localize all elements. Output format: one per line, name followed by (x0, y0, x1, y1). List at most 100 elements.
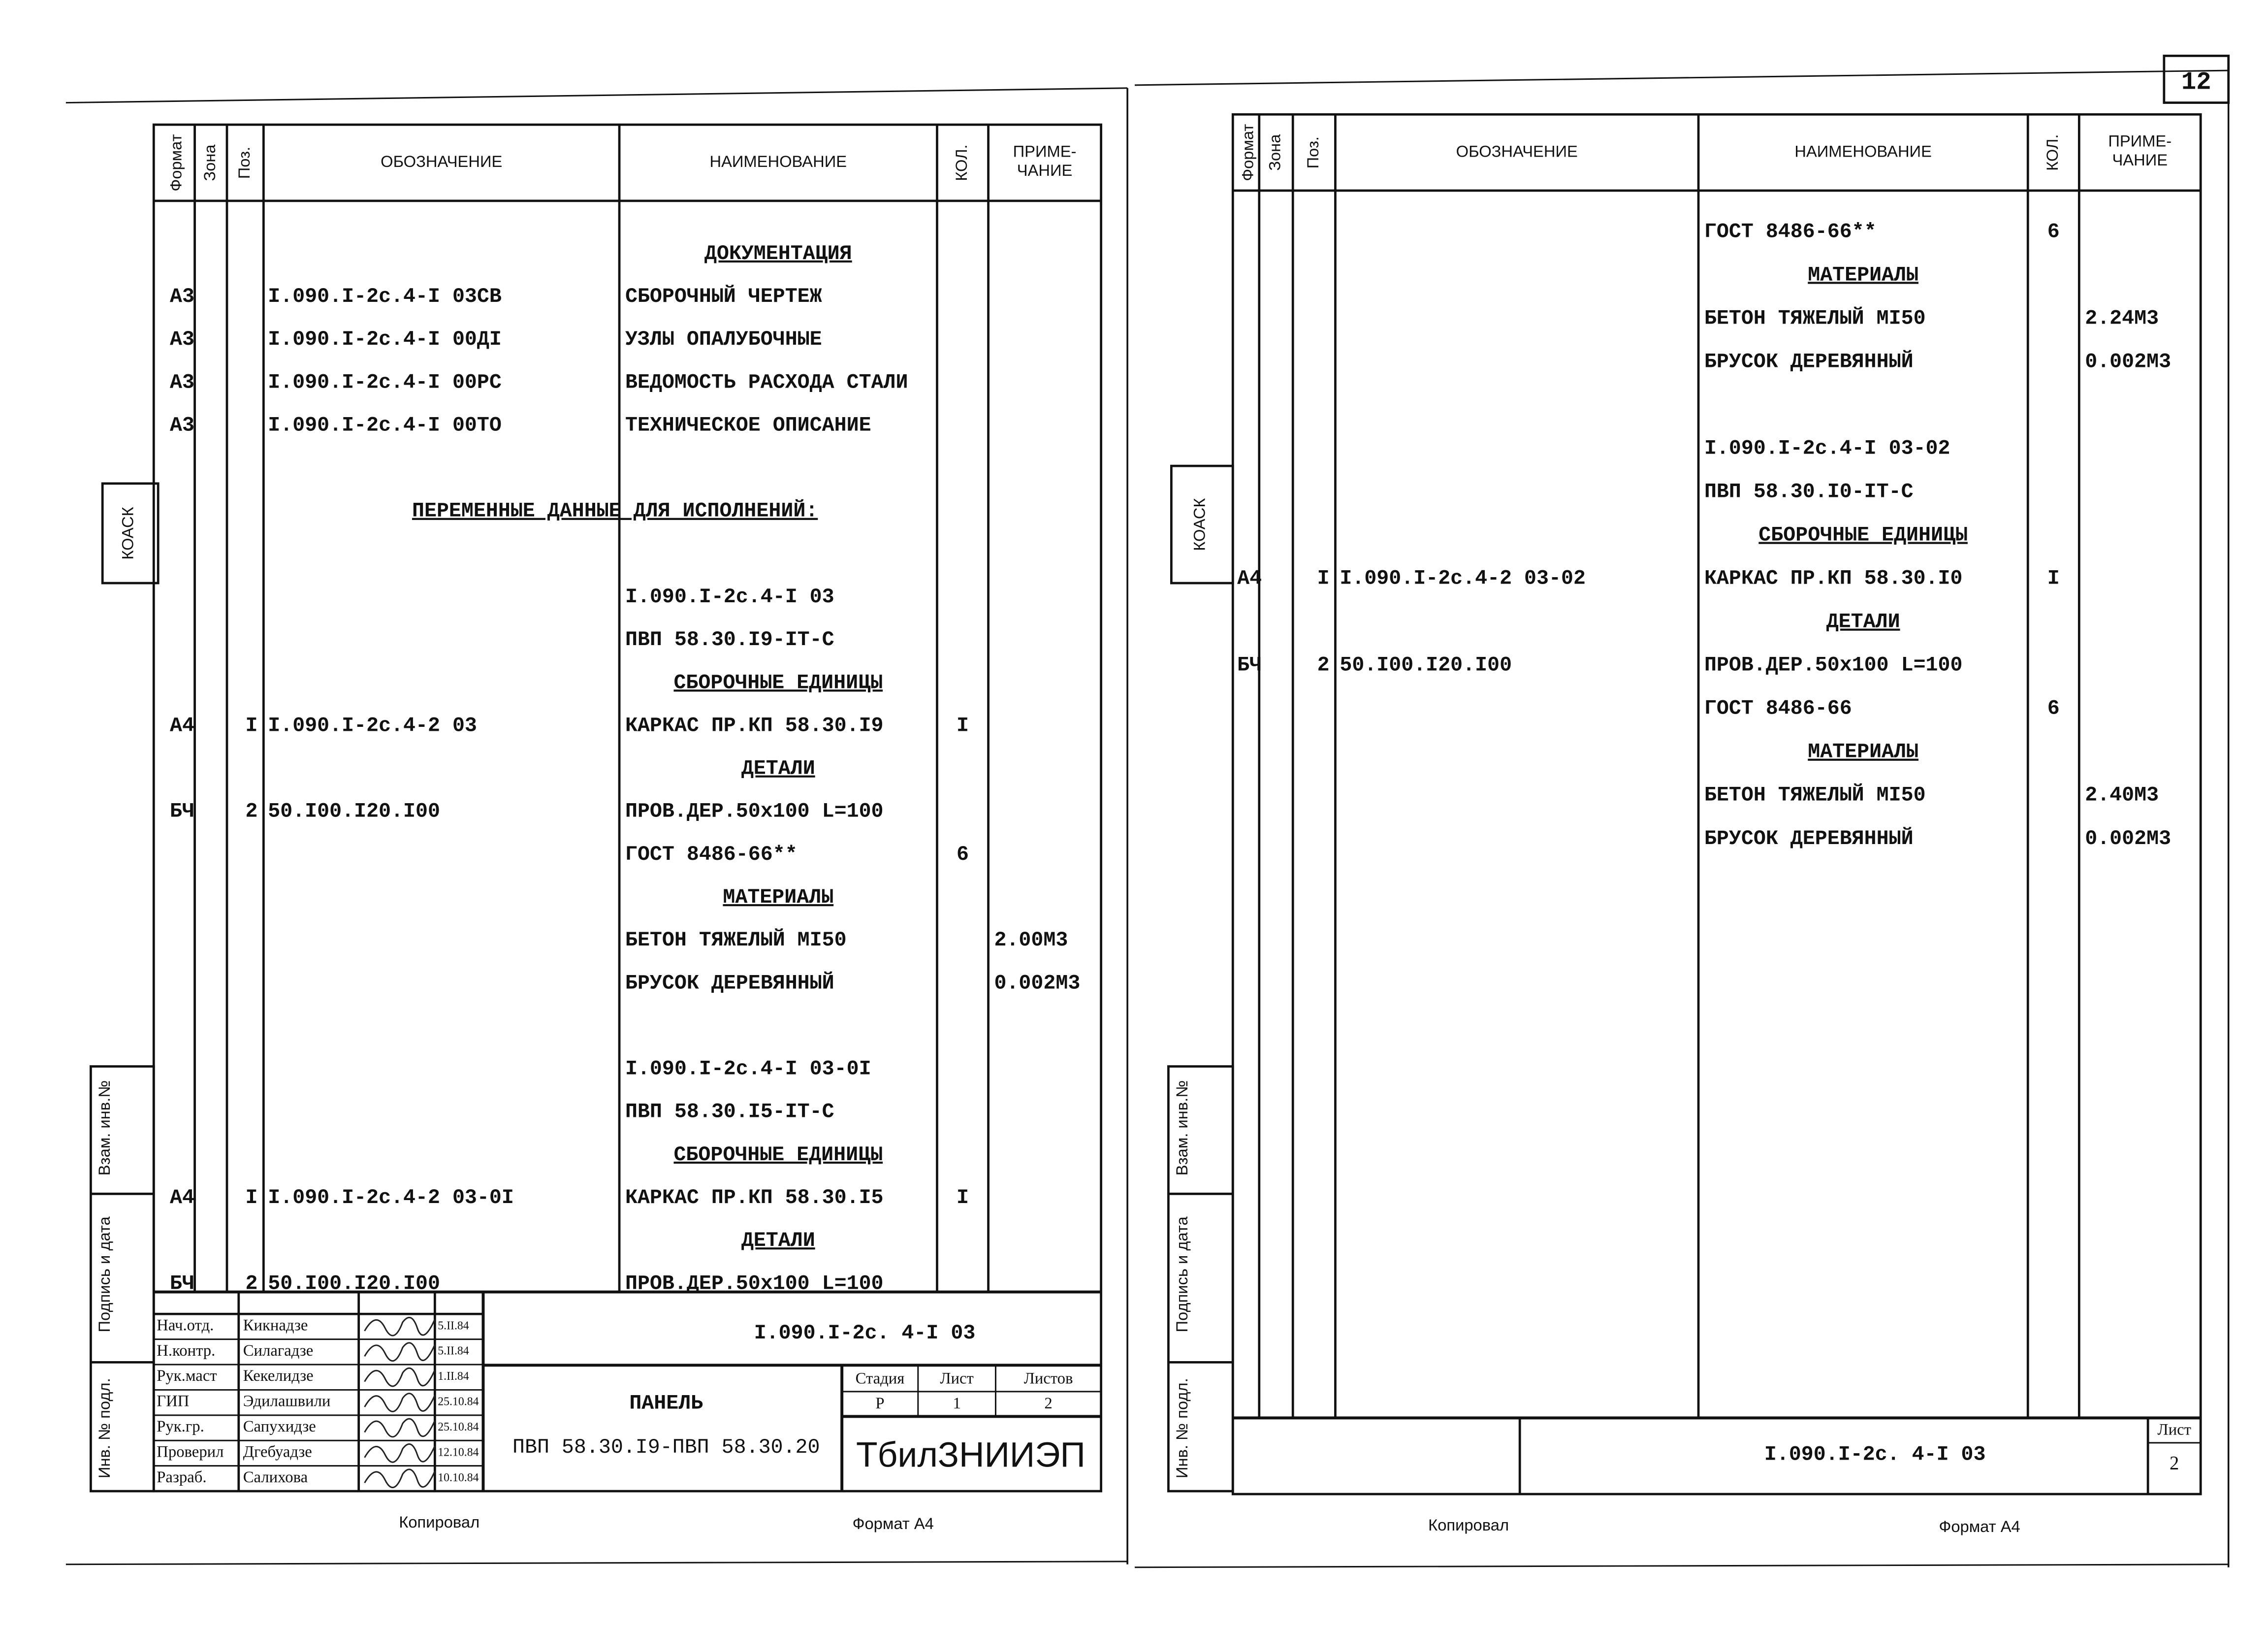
sign-name: Салихова (243, 1468, 308, 1486)
row-pos: 2 (1317, 653, 1330, 677)
signature (364, 1367, 436, 1387)
row-designation: 50.I00.I20.I00 (1340, 653, 1512, 677)
stamp-signed: Подпись и дата (95, 1216, 113, 1332)
row-format: БЧ (1237, 653, 1262, 677)
row-pos: 2 (245, 1271, 257, 1295)
row-name: ТЕХНИЧЕСКОЕ ОПИСАНИЕ (625, 413, 871, 437)
group-heading: ПЕРЕМЕННЫЕ ДАННЫЕ ДЛЯ ИСПОЛНЕНИЙ: (412, 499, 818, 523)
signature (364, 1418, 436, 1438)
row-qty: 6 (2047, 220, 2060, 243)
row-name: БРУСОК ДЕРЕВЯННЫЙ (1704, 349, 1914, 373)
footer-format: Формат А4 (1939, 1517, 2020, 1535)
signature (364, 1393, 436, 1412)
sign-role: Рук.маст (157, 1367, 217, 1385)
section-heading: СБОРОЧНЫЕ ЕДИНИЦЫ (1758, 523, 1968, 547)
header-zone: Зона (1266, 134, 1284, 171)
section-heading: МАТЕРИАЛЫ (723, 885, 833, 909)
section-heading: СБОРОЧНЫЕ ЕДИНИЦЫ (673, 1143, 883, 1167)
row-note: 2.00М3 (994, 928, 1068, 952)
title-code: I.090.I-2c. 4-I 03 (1764, 1443, 1986, 1466)
sign-name: Кикнадзе (243, 1316, 308, 1334)
stamp-box (90, 1065, 155, 1493)
header-pos: Поз. (1304, 136, 1322, 168)
row-format: А4 (170, 714, 194, 737)
row-name: I.090.I-2c.4-I 03 (625, 585, 834, 609)
sign-role: Разраб. (157, 1468, 206, 1486)
row-pos: I (1317, 567, 1330, 590)
row-pos: I (245, 1186, 257, 1209)
row-name: I.090.I-2c.4-I 03-02 (1704, 436, 1950, 460)
signature (364, 1443, 436, 1463)
sign-name: Дгебуадзе (243, 1443, 312, 1461)
sheet-frame (152, 123, 1102, 1493)
sign-name: Сапухидзе (243, 1418, 316, 1435)
row-name: ГОСТ 8486-66** (1704, 220, 1877, 243)
paper-edge (65, 87, 1128, 104)
row-name: БРУСОК ДЕРЕВЯННЫЙ (1704, 826, 1914, 850)
stamp-org: КОАСК (118, 507, 136, 559)
row-qty: I (957, 1186, 969, 1209)
header-qty: КОЛ. (952, 144, 970, 181)
org-name: ТбилЗНИИЭП (856, 1435, 1086, 1475)
row-format: А4 (1237, 567, 1262, 590)
stamp-box (1167, 1065, 1234, 1493)
row-pos: 2 (245, 800, 257, 823)
sheet-frame (1231, 113, 2202, 1496)
stamp-org: КОАСК (1190, 498, 1208, 551)
stamp-box (1170, 464, 1234, 585)
sheet-label: Лист (2157, 1421, 2191, 1439)
signature (364, 1468, 436, 1489)
stage-value: 2 (1044, 1395, 1052, 1412)
row-name: I.090.I-2c.4-I 03-0I (625, 1057, 871, 1081)
sign-date: 12.10.84 (438, 1446, 479, 1459)
row-designation: I.090.I-2c.4-I 00РС (268, 370, 502, 394)
sign-date: 5.II.84 (438, 1345, 469, 1358)
sign-name: Силагадзе (243, 1342, 314, 1360)
stamp-inventory: Инв. № подл. (1173, 1378, 1191, 1478)
row-name: БРУСОК ДЕРЕВЯННЫЙ (625, 971, 834, 995)
row-format: А3 (170, 370, 194, 394)
row-name: ПВП 58.30.I5-IТ-С (625, 1100, 834, 1124)
row-qty: 6 (2047, 697, 2060, 720)
sign-name: Кекелидзе (243, 1367, 314, 1385)
row-name: ПВП 58.30.I0-IТ-С (1704, 480, 1914, 503)
row-designation: I.090.I-2c.4-2 03-02 (1340, 567, 1586, 590)
sign-date: 5.II.84 (438, 1319, 469, 1332)
row-note: 2.40М3 (2085, 783, 2159, 807)
row-name: КАРКАС ПР.КП 58.30.I9 (625, 714, 884, 737)
header-qty: КОЛ. (2043, 134, 2061, 171)
sign-date: 1.II.84 (438, 1370, 469, 1383)
row-format: А3 (170, 327, 194, 351)
row-designation: I.090.I-2c.4-I 03СВ (268, 285, 502, 308)
header-note: ПРИМЕ- (1013, 142, 1077, 160)
sign-date: 25.10.84 (438, 1396, 479, 1408)
stamp-inventory: Инв. № подл. (95, 1378, 113, 1478)
sign-role: Нач.отд. (157, 1316, 214, 1334)
row-name: ПРОВ.ДЕР.50х100 L=100 (1704, 653, 1963, 677)
sign-date: 10.10.84 (438, 1471, 479, 1484)
section-heading: СБОРОЧНЫЕ ЕДИНИЦЫ (673, 671, 883, 694)
row-name: ПРОВ.ДЕР.50х100 L=100 (625, 800, 884, 823)
row-pos: I (245, 714, 257, 737)
row-name: КАРКАС ПР.КП 58.30.I5 (625, 1186, 884, 1209)
header-designation: ОБОЗНАЧЕНИЕ (381, 152, 502, 170)
stage-value: Р (875, 1395, 884, 1412)
sign-role: Рук.гр. (157, 1418, 204, 1435)
row-designation: I.090.I-2c.4-2 03 (268, 714, 477, 737)
row-name: ВЕДОМОСТЬ РАСХОДА СТАЛИ (625, 370, 908, 394)
row-designation: I.090.I-2c.4-I 00ДI (268, 327, 502, 351)
header-note: ПРИМЕ- (2108, 131, 2172, 150)
row-name: БЕТОН ТЯЖЕЛЫЙ МI50 (1704, 783, 1926, 807)
section-heading: МАТЕРИАЛЫ (1808, 263, 1918, 287)
row-name: ГОСТ 8486-66** (625, 843, 798, 866)
row-designation: 50.I00.I20.I00 (268, 1271, 440, 1295)
section-heading: ДОКУМЕНТАЦИЯ (704, 242, 852, 265)
header-designation: ОБОЗНАЧЕНИЕ (1456, 142, 1578, 160)
header-note: ЧАНИЕ (1017, 161, 1073, 179)
stage-header: Стадия (856, 1370, 905, 1388)
signature (364, 1317, 436, 1336)
row-name: ПРОВ.ДЕР.50х100 L=100 (625, 1271, 884, 1295)
row-name: УЗЛЫ ОПАЛУБОЧНЫЕ (625, 327, 822, 351)
row-name: ПВП 58.30.I9-IТ-С (625, 628, 834, 652)
footer-copied: Копировал (399, 1513, 479, 1531)
